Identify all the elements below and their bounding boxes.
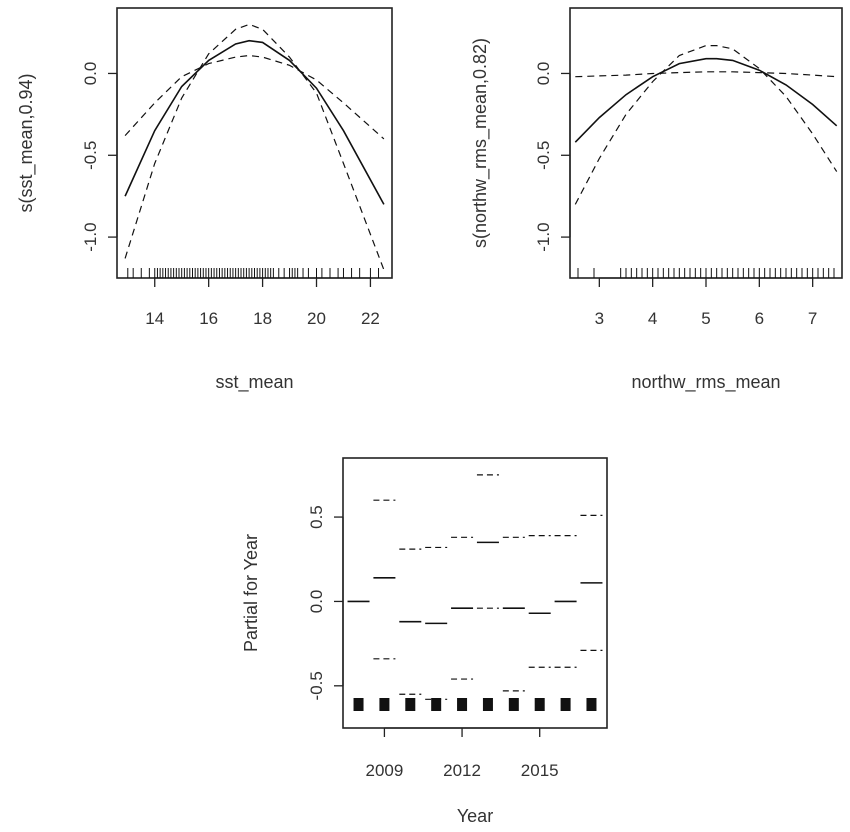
x-tick-label: 18 bbox=[253, 309, 272, 328]
plot-frame bbox=[569, 7, 843, 279]
year-panel: -0.5 0.0 0.5 2009 2012 2015 Year Partial for Ye… bbox=[241, 457, 608, 826]
x-tick-label: 6 bbox=[755, 309, 764, 328]
level-rug-block bbox=[353, 698, 364, 711]
y-tick-label: -0.5 bbox=[81, 141, 100, 170]
y-axis-title: s(northw_rms_mean,0.82) bbox=[470, 38, 491, 248]
x-tick-label: 5 bbox=[701, 309, 710, 328]
northw-rms-mean-panel: -1.0 -0.5 0.0 3 4 5 6 7 northw_rms_mean s(northw_… bbox=[470, 7, 843, 393]
smooth-fit-line bbox=[124, 39, 385, 205]
x-tick-label: 4 bbox=[648, 309, 657, 328]
x-axis-title: Year bbox=[457, 806, 493, 826]
confidence-upper-line bbox=[575, 71, 837, 78]
y-tick-label: -1.0 bbox=[534, 222, 553, 251]
x-tick-label: 2015 bbox=[521, 761, 559, 780]
x-axis-title: sst_mean bbox=[215, 372, 293, 393]
level-rug-block bbox=[431, 698, 442, 711]
confidence-lower-line bbox=[124, 23, 385, 271]
level-rug-block bbox=[534, 698, 545, 711]
x-tick-label: 2012 bbox=[443, 761, 481, 780]
y-tick-label: -0.5 bbox=[534, 141, 553, 170]
x-tick-label: 14 bbox=[145, 309, 164, 328]
y-tick-label: -1.0 bbox=[81, 222, 100, 251]
y-tick-label: 0.0 bbox=[534, 62, 553, 86]
x-axis-title: northw_rms_mean bbox=[631, 372, 780, 393]
level-rug-block bbox=[586, 698, 597, 711]
level-rug-block bbox=[560, 698, 571, 711]
y-axis-title: Partial for Year bbox=[241, 534, 261, 652]
x-tick-label: 2009 bbox=[365, 761, 403, 780]
x-tick-label: 3 bbox=[595, 309, 604, 328]
level-rug-block bbox=[482, 698, 493, 711]
level-rug-block bbox=[405, 698, 416, 711]
confidence-lower-line bbox=[574, 44, 838, 205]
x-tick-label: 16 bbox=[199, 309, 218, 328]
y-tick-label: 0.0 bbox=[307, 590, 326, 614]
x-tick-label: 22 bbox=[361, 309, 380, 328]
plot-frame bbox=[342, 457, 608, 729]
confidence-upper-line bbox=[124, 54, 385, 140]
x-tick-label: 7 bbox=[808, 309, 817, 328]
x-tick-label: 20 bbox=[307, 309, 326, 328]
y-axis-title: s(sst_mean,0.94) bbox=[16, 73, 37, 212]
smooth-fit-line bbox=[574, 57, 838, 143]
y-tick-label: 0.5 bbox=[307, 505, 326, 529]
y-tick-label: 0.0 bbox=[81, 62, 100, 86]
level-rug-block bbox=[457, 698, 468, 711]
sst-mean-panel: -1.0 -0.5 0.0 14 16 18 20 22 sst_mean s(sst_mean,… bbox=[16, 7, 393, 393]
level-rug-block bbox=[508, 698, 519, 711]
level-rug-block bbox=[379, 698, 390, 711]
y-tick-label: -0.5 bbox=[307, 671, 326, 700]
